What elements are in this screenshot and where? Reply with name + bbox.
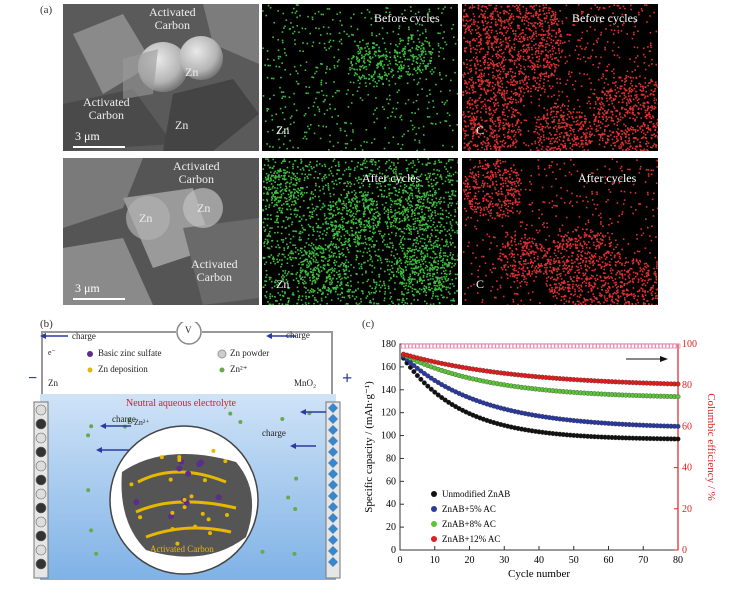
legend-marker-zn-powder [218,350,226,358]
sem-after-label-ac2: Activated Carbon [191,258,238,284]
voltmeter-label: V [185,325,192,335]
x-tick-label: 60 [604,555,614,566]
y2-tick-label: 60 [682,421,692,432]
zn-ion-label: Zn²⁺ [134,418,150,427]
c-map-before: Before cycles C [462,4,658,151]
charge-label-4: charge [262,428,286,438]
electrolyte-label: Neutral aqueous electrolyte [126,398,236,409]
y-tick-label: 120 [381,408,396,419]
y2-tick-label: 0 [682,545,687,556]
x-tick-label: 70 [638,555,648,566]
circuit-wire-left [42,332,176,394]
c-map-before-caption: Before cycles [572,12,638,25]
scale-bar-label-after: 3 μm [75,282,100,295]
minus-sign: − [28,370,37,388]
zn-map-before: Before cycles Zn [262,4,458,151]
battery-schematic: V charge charge charge charge e⁻ Zn MnO₂… [26,322,356,584]
sem-label-ac1: Activated Carbon [149,6,196,32]
capacity-point [676,382,681,387]
y2-tick-label: 20 [682,504,692,515]
y-tick-label: 20 [386,522,396,533]
sem-label-ac2: Activated Carbon [83,96,130,122]
sem-image-after: Activated Carbon Zn Zn Activated Carbon … [63,158,259,305]
capacity-point [419,377,424,382]
legend-marker [431,536,437,542]
capacity-point [676,394,681,399]
c-map-after-caption: After cycles [578,172,636,185]
y2-tick-label: 40 [682,463,692,474]
anode-label: Zn [48,378,58,388]
capacity-point [676,424,681,429]
x-tick-label: 80 [673,555,683,566]
x-tick-label: 20 [465,555,475,566]
sem-after-label-ac1: Activated Carbon [173,160,220,186]
legend-marker [431,491,437,497]
legend-marker-zn-deposition [88,368,93,373]
capacity-point [412,369,417,374]
sem-after-label-zn2: Zn [197,202,210,215]
y-tick-label: 140 [381,385,396,396]
zn-map-before-caption: Before cycles [374,12,440,25]
x-tick-label: 30 [499,555,509,566]
c-map-after: After cycles C [462,158,658,305]
y2-axis-label: Columbic efficiency / % [705,393,717,501]
legend-marker-zn-ion [220,368,225,373]
charge-label-2: charge [286,330,310,340]
scale-bar [73,146,125,148]
capacity-point [676,437,681,442]
capacity-point [422,381,427,386]
x-tick-label: 40 [534,555,544,566]
sem-label-zn1: Zn [185,66,198,79]
y-tick-label: 0 [391,545,396,556]
y-tick-label: 40 [386,499,396,510]
y-tick-label: 160 [381,362,396,373]
sem-label-zn2: Zn [175,119,188,132]
activated-carbon-label: Activated Carbon [150,544,214,554]
zn-map-after: After cycles Zn [262,158,458,305]
zn-map-before-element: Zn [276,124,289,137]
y-tick-label: 180 [381,339,396,350]
x-tick-label: 0 [398,555,403,566]
scale-bar-label: 3 μm [75,130,100,143]
legend-label: ZnAB+12% AC [442,534,500,544]
panel-a-label: (a) [40,4,52,16]
y-axis-label: Specific capacity / (mAh·g⁻¹) [363,381,375,513]
cathode-label: MnO₂ [294,378,316,388]
legend-label: ZnAB+8% AC [442,519,496,529]
capacity-point [415,373,420,378]
zn-map-after-element: Zn [276,278,289,291]
legend-marker [431,521,437,527]
y-tick-label: 80 [386,453,396,464]
y-tick-label: 60 [386,476,396,487]
electron-label: e⁻ [48,348,56,357]
legend-zn-deposition: Zn deposition [98,364,148,374]
legend-marker-basic-zinc-sulfate [87,351,93,357]
sem-image-before: Activated Carbon Zn Activated Carbon Zn … [63,4,259,151]
legend-label: ZnAB+5% AC [442,504,496,514]
y2-tick-label: 100 [682,339,697,350]
x-axis-label: Cycle number [508,568,570,580]
x-tick-label: 10 [430,555,440,566]
legend-zn-powder: Zn powder [230,348,269,358]
legend-zn-ion: Zn²⁺ [230,364,247,375]
plus-sign: + [342,368,352,389]
x-tick-label: 50 [569,555,579,566]
legend-label: Unmodified ZnAB [442,489,510,499]
scale-bar-after [73,298,125,300]
legend-basic-zinc-sulfate: Basic zinc sulfate [98,348,161,358]
c-map-after-element: C [476,278,484,291]
y2-tick-label: 80 [682,380,692,391]
c-map-before-element: C [476,124,484,137]
y-tick-label: 100 [381,431,396,442]
legend-marker [431,506,437,512]
zn-map-after-caption: After cycles [362,172,420,185]
charge-label-3: charge [112,414,136,424]
charge-label-1: charge [72,331,96,341]
sem-after-label-zn1: Zn [139,212,152,225]
